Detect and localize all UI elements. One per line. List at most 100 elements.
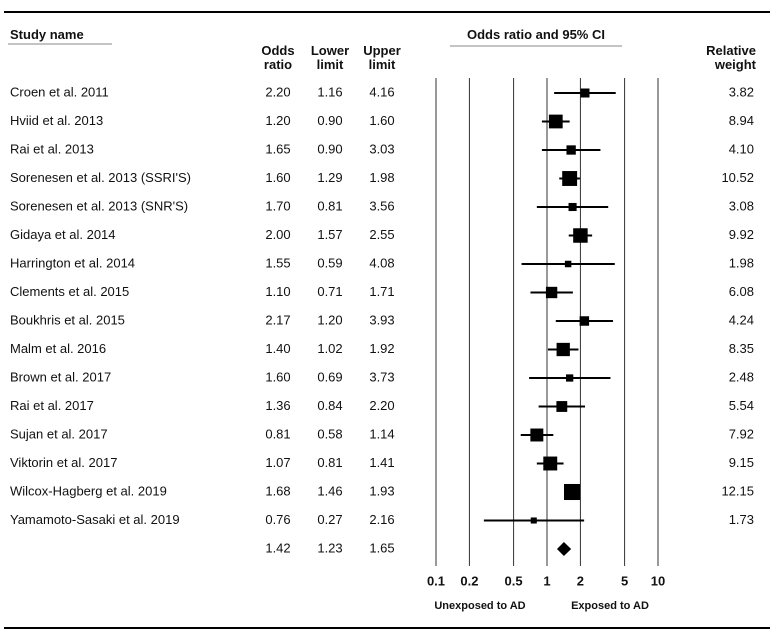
odds-ratio-label: 0.81 <box>265 426 290 441</box>
odds-ratio-label: 1.60 <box>265 170 290 185</box>
point-estimate <box>566 374 574 382</box>
x-tick-label: 2 <box>577 573 584 588</box>
study-name: Sujan et al. 2017 <box>10 426 108 441</box>
lower-limit-label: 0.90 <box>317 141 342 156</box>
odds-ratio-label: 1.40 <box>265 341 290 356</box>
lower-limit-label: 1.23 <box>317 540 342 555</box>
weight-label: 7.92 <box>729 426 754 441</box>
point-estimate <box>564 260 572 268</box>
upper-limit-label: 2.16 <box>369 512 394 527</box>
weight-label: 1.73 <box>729 512 754 527</box>
upper-limit-label: 2.55 <box>369 227 394 242</box>
summary-diamond <box>556 542 572 556</box>
lower-limit-label: 1.46 <box>317 483 342 498</box>
column-header: Study name <box>10 27 84 42</box>
point-estimate <box>562 171 578 186</box>
x-axis-label: Exposed to AD <box>571 600 649 612</box>
point-estimate <box>580 88 590 98</box>
lower-limit-label: 1.20 <box>317 312 342 327</box>
upper-limit-label: 3.03 <box>369 141 394 156</box>
odds-ratio-label: 1.42 <box>265 540 290 555</box>
upper-limit-label: 1.71 <box>369 284 394 299</box>
odds-ratio-label: 1.20 <box>265 113 290 128</box>
upper-limit-label: 4.16 <box>369 84 394 99</box>
point-estimate <box>566 145 576 155</box>
lower-limit-label: 0.58 <box>317 426 342 441</box>
point-estimate <box>530 428 544 442</box>
upper-limit-label: 1.98 <box>369 170 394 185</box>
lower-limit-label: 0.69 <box>317 369 342 384</box>
odds-ratio-label: 0.76 <box>265 512 290 527</box>
weight-label: 12.15 <box>721 483 754 498</box>
upper-limit-label: 1.14 <box>369 426 394 441</box>
point-estimate <box>556 401 568 412</box>
point-estimate <box>568 202 577 212</box>
lower-limit-label: 0.27 <box>317 512 342 527</box>
weight-label: 1.98 <box>729 255 754 270</box>
study-name: Sorenesen et al. 2013 (SNR'S) <box>10 198 188 213</box>
lower-limit-label: 0.81 <box>317 455 342 470</box>
lower-limit-label: 1.57 <box>317 227 342 242</box>
weight-label: 3.82 <box>729 84 754 99</box>
upper-limit-label: 1.65 <box>369 540 394 555</box>
point-estimate <box>530 517 537 524</box>
x-axis-label: Unexposed to AD <box>434 600 525 612</box>
odds-ratio-label: 2.00 <box>265 227 290 242</box>
column-header: Upper limit <box>363 43 401 72</box>
upper-limit-label: 3.93 <box>369 312 394 327</box>
odds-ratio-label: 1.70 <box>265 198 290 213</box>
weight-label: 2.48 <box>729 369 754 384</box>
study-name: Boukhris et al. 2015 <box>10 312 125 327</box>
odds-ratio-label: 1.60 <box>265 369 290 384</box>
lower-limit-label: 0.84 <box>317 398 342 413</box>
lower-limit-label: 0.81 <box>317 198 342 213</box>
weight-label: 3.08 <box>729 198 754 213</box>
odds-ratio-label: 2.17 <box>265 312 290 327</box>
column-header: Relative weight <box>706 43 756 72</box>
x-tick-label: 1 <box>543 573 550 588</box>
weight-label: 10.52 <box>721 170 754 185</box>
weight-label: 4.24 <box>729 312 754 327</box>
upper-limit-label: 1.93 <box>369 483 394 498</box>
weight-label: 8.35 <box>729 341 754 356</box>
x-tick-label: 0.1 <box>427 573 445 588</box>
weight-label: 6.08 <box>729 284 754 299</box>
upper-limit-label: 1.41 <box>369 455 394 470</box>
weight-label: 8.94 <box>729 113 754 128</box>
study-name: Rai et al. 2013 <box>10 141 94 156</box>
column-header: Lower limit <box>310 43 350 72</box>
study-name: Harrington et al. 2014 <box>10 255 135 270</box>
study-name: Rai et al. 2017 <box>10 398 94 413</box>
study-name: Sorenesen et al. 2013 (SSRI'S) <box>10 170 191 185</box>
weight-label: 9.92 <box>729 227 754 242</box>
upper-limit-label: 1.92 <box>369 341 394 356</box>
lower-limit-label: 0.59 <box>317 255 342 270</box>
odds-ratio-label: 1.55 <box>265 255 290 270</box>
odds-ratio-label: 1.68 <box>265 483 290 498</box>
column-header: Odds ratio and 95% CI <box>467 27 605 42</box>
study-name: Croen et al. 2011 <box>10 84 109 99</box>
study-name: Hviid et al. 2013 <box>10 113 103 128</box>
upper-limit-label: 1.60 <box>369 113 394 128</box>
weight-label: 4.10 <box>729 141 754 156</box>
x-tick-label: 10 <box>651 573 665 588</box>
study-name: Brown et al. 2017 <box>10 369 111 384</box>
study-name: Wilcox-Hagberg et al. 2019 <box>10 483 167 498</box>
point-estimate <box>543 456 558 471</box>
study-name: Malm et al. 2016 <box>10 341 106 356</box>
x-tick-label: 0.5 <box>505 573 523 588</box>
upper-limit-label: 4.08 <box>369 255 394 270</box>
odds-ratio-label: 1.10 <box>265 284 290 299</box>
lower-limit-label: 0.71 <box>317 284 342 299</box>
upper-limit-label: 3.73 <box>369 369 394 384</box>
lower-limit-label: 1.16 <box>317 84 342 99</box>
weight-label: 9.15 <box>729 455 754 470</box>
x-tick-label: 5 <box>621 573 628 588</box>
odds-ratio-label: 1.36 <box>265 398 290 413</box>
column-header: Odds ratio <box>261 43 295 72</box>
point-estimate <box>563 483 581 501</box>
odds-ratio-label: 1.65 <box>265 141 290 156</box>
study-name: Yamamoto-Sasaki et al. 2019 <box>10 512 180 527</box>
